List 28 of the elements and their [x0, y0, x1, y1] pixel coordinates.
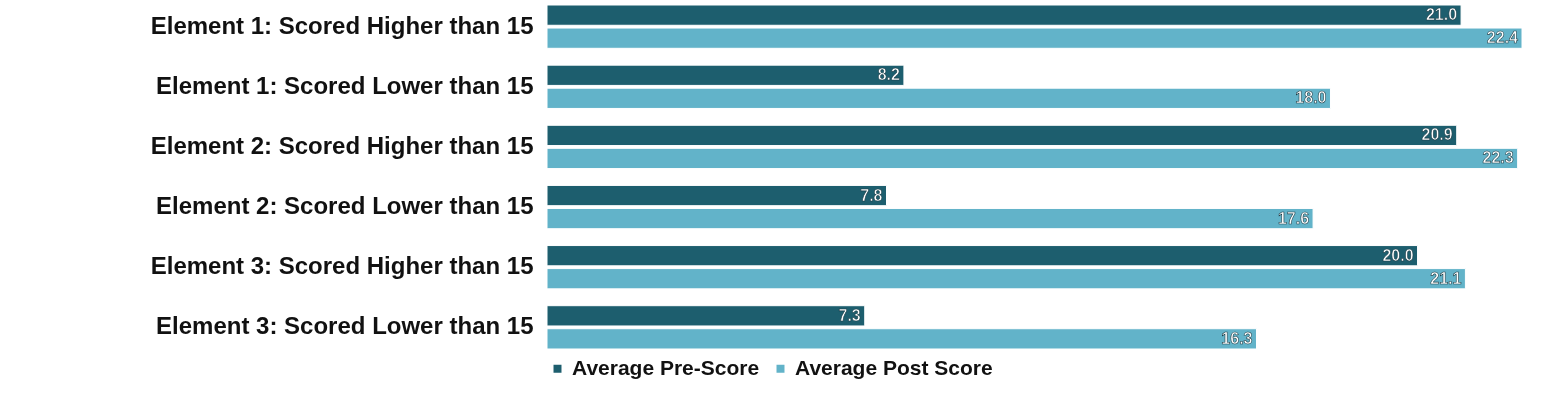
- bar: [546, 87, 1331, 109]
- data-label: 7.3: [838, 306, 861, 324]
- data-label: 18.0: [1295, 89, 1327, 107]
- legend-label: Average Post Score: [795, 355, 993, 379]
- data-label: 21.1: [1430, 269, 1462, 287]
- bar: [546, 207, 1314, 230]
- bar: [546, 124, 1458, 147]
- bar: [546, 147, 1519, 170]
- y-tick-label: Element 3: Scored Lower than 15: [156, 312, 534, 340]
- y-tick-label: Element 3: Scored Higher than 15: [150, 252, 534, 280]
- data-label: 20.9: [1421, 126, 1453, 144]
- y-tick-label: Element 2: Scored Lower than 15: [156, 192, 534, 220]
- legend-label: Average Pre-Score: [572, 355, 760, 379]
- data-label: 16.3: [1221, 329, 1253, 347]
- data-label: 22.3: [1482, 149, 1514, 167]
- data-label: 21.0: [1425, 6, 1458, 24]
- data-label: 22.4: [1486, 29, 1519, 47]
- y-tick-label: Element 2: Scored Higher than 15: [150, 131, 534, 159]
- bar: [546, 184, 888, 207]
- data-label: 20.0: [1382, 246, 1414, 264]
- data-label: 7.8: [860, 186, 883, 204]
- y-tick-label: Element 1: Scored Lower than 15: [156, 71, 534, 99]
- data-label: 17.6: [1277, 209, 1310, 227]
- data-label: 8.2: [877, 66, 901, 84]
- bar: [546, 268, 1466, 290]
- bar: [546, 64, 905, 86]
- y-tick-label: Element 1: Scored Higher than 15: [150, 11, 534, 39]
- bar: [546, 245, 1419, 267]
